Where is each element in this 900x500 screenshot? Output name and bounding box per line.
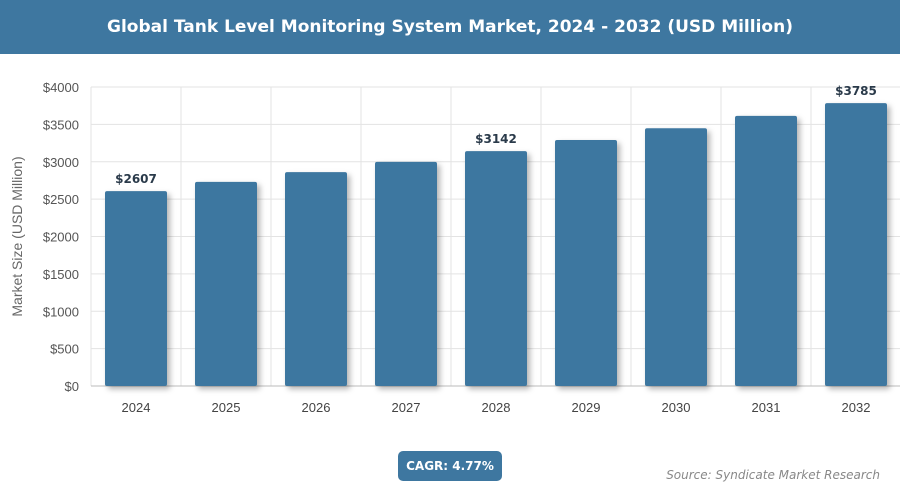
bar-2029	[555, 139, 617, 386]
data-label: $2607	[115, 172, 157, 186]
chart-title: Global Tank Level Monitoring System Mark…	[0, 0, 900, 54]
x-tick-label: 2029	[572, 400, 601, 415]
bar-2030	[645, 128, 707, 386]
y-tick-label: $3000	[43, 155, 79, 170]
y-tick-label: $1500	[43, 267, 79, 282]
bar-2024	[105, 191, 167, 386]
x-tick-label: 2031	[752, 400, 781, 415]
y-tick-label: $500	[50, 342, 79, 357]
x-tick-label: 2028	[482, 400, 511, 415]
bar-2031	[735, 115, 797, 386]
source-note: Source: Syndicate Market Research	[666, 468, 880, 482]
x-tick-label: 2025	[212, 400, 241, 415]
bar-2027	[375, 161, 437, 386]
x-tick-label: 2032	[842, 400, 871, 415]
bar-2025	[195, 181, 257, 386]
data-label: $3785	[835, 84, 877, 98]
bar-2028	[465, 151, 527, 386]
bar-2032	[825, 103, 887, 386]
x-tick-label: 2026	[302, 400, 331, 415]
y-tick-label: $3500	[43, 117, 79, 132]
y-tick-label: $1000	[43, 304, 79, 319]
y-tick-label: $4000	[43, 80, 79, 95]
cagr-badge: CAGR: 4.77%	[398, 451, 502, 481]
y-tick-label: $2500	[43, 192, 79, 207]
x-tick-label: 2024	[122, 400, 151, 415]
x-tick-label: 2027	[392, 400, 421, 415]
y-axis-label: Market Size (USD Million)	[9, 156, 25, 316]
y-tick-label: $2000	[43, 230, 79, 245]
y-tick-label: $0	[65, 379, 79, 394]
bar-2026	[285, 172, 347, 386]
data-label: $3142	[475, 132, 517, 146]
x-tick-label: 2030	[662, 400, 691, 415]
